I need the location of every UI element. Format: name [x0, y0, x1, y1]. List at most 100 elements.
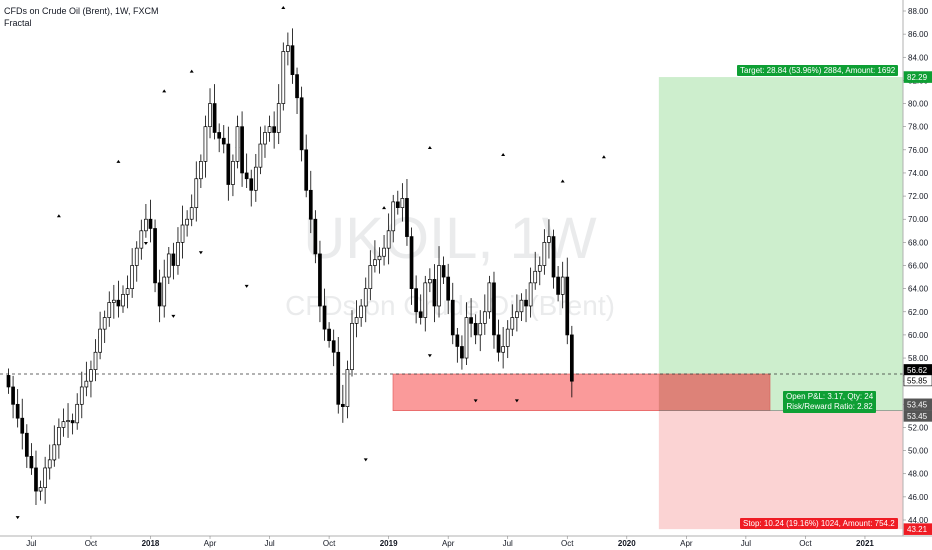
candle-body [66, 420, 70, 423]
candle-body [70, 420, 75, 424]
candle [386, 213, 391, 265]
candle [295, 67, 299, 114]
candle-body [217, 132, 222, 139]
candle-body [428, 279, 432, 284]
candle-body [460, 346, 464, 359]
price-tag-bg [903, 398, 932, 411]
candle-body [482, 311, 487, 324]
candle [253, 153, 258, 202]
candle [510, 304, 515, 337]
price-tag-bg [903, 374, 932, 387]
candle-body [189, 207, 194, 220]
candle-body [308, 189, 313, 220]
candle [66, 403, 70, 438]
fractal-down-marker [244, 284, 249, 288]
candle-body [377, 255, 382, 261]
candle [125, 275, 130, 309]
candle [537, 256, 542, 286]
candle [441, 256, 446, 285]
candle-body [345, 369, 350, 407]
candle [473, 314, 478, 345]
candle-body [556, 276, 560, 295]
candle [235, 115, 240, 169]
candle-body [6, 375, 11, 388]
price-tag-text: 56.62 [907, 366, 928, 375]
candle [373, 240, 377, 273]
candle-body [382, 247, 386, 257]
fractal-up-marker [116, 159, 121, 163]
candle-body [157, 282, 162, 307]
candle-body [515, 311, 519, 318]
candle [505, 320, 510, 359]
candle [400, 183, 405, 222]
candle-body [267, 126, 272, 133]
target-price-tag: 82.29 [903, 71, 932, 83]
candle [492, 271, 496, 349]
candle-body [354, 317, 359, 324]
candle [52, 425, 57, 467]
candle-body [450, 299, 455, 336]
pnl-line-1: Open P&L: 3.17, Qty: 24 [786, 392, 874, 401]
candle-body [496, 334, 501, 353]
candle-body [20, 417, 25, 434]
candle [565, 257, 570, 345]
candle [464, 302, 469, 365]
candle [244, 153, 249, 188]
candle-body [409, 236, 414, 289]
candle [515, 294, 519, 332]
candle [446, 263, 451, 315]
candle [139, 219, 144, 260]
candle-body [560, 276, 565, 295]
candle [560, 261, 565, 309]
candle [336, 336, 341, 414]
candle [231, 154, 235, 197]
candle-body [432, 279, 437, 307]
candle-body [235, 126, 240, 162]
candle [528, 267, 533, 318]
x-tick-label: 2021 [856, 539, 874, 548]
candle-body [79, 386, 84, 405]
candle [478, 310, 483, 352]
candle [61, 408, 66, 437]
candle-body [501, 346, 505, 353]
candle [176, 227, 180, 275]
target-label[interactable]: Target: 28.84 (53.96%) 2884, Amount: 169… [737, 65, 899, 76]
candle-body [249, 178, 254, 191]
entry-price-tag: 53.45 [903, 398, 932, 411]
target-zone[interactable] [658, 77, 903, 411]
candle-body [510, 317, 515, 330]
fractal-up-marker [162, 89, 167, 93]
candle-body [185, 218, 189, 226]
candle [121, 285, 125, 313]
x-tick-label: 2020 [618, 539, 636, 548]
candle-body [199, 161, 203, 180]
indicator-label: Fractal [4, 18, 32, 28]
candle [290, 28, 295, 84]
candle [354, 300, 359, 338]
candle-body [386, 230, 391, 249]
x-tick-label: 2019 [380, 539, 398, 548]
candle-body [116, 299, 121, 307]
candle-body [542, 242, 547, 266]
candle [569, 325, 574, 398]
x-tick-label: Oct [85, 539, 98, 548]
candle-body [455, 334, 460, 347]
candle-body [327, 328, 331, 342]
candle [153, 219, 157, 293]
candle [414, 275, 418, 324]
chart-title: CFDs on Crude Oil (Brent), 1W, FXCM [4, 6, 159, 16]
y-tick-label: 64.00 [908, 285, 929, 294]
candle-body [441, 265, 446, 278]
candle-body [57, 427, 61, 446]
candle-body [313, 218, 318, 255]
stop-zone[interactable] [658, 410, 903, 530]
candle [432, 264, 437, 323]
candle-body [38, 487, 43, 492]
candle [428, 268, 432, 293]
candle-body [47, 459, 52, 469]
stop-label[interactable]: Stop: 10.24 (19.16%) 1024, Amount: 754.2 [740, 518, 898, 529]
candle-body [263, 132, 267, 145]
pnl-box[interactable]: Open P&L: 3.17, Qty: 24 Risk/Reward Rati… [783, 391, 877, 413]
candle-body [166, 253, 171, 278]
